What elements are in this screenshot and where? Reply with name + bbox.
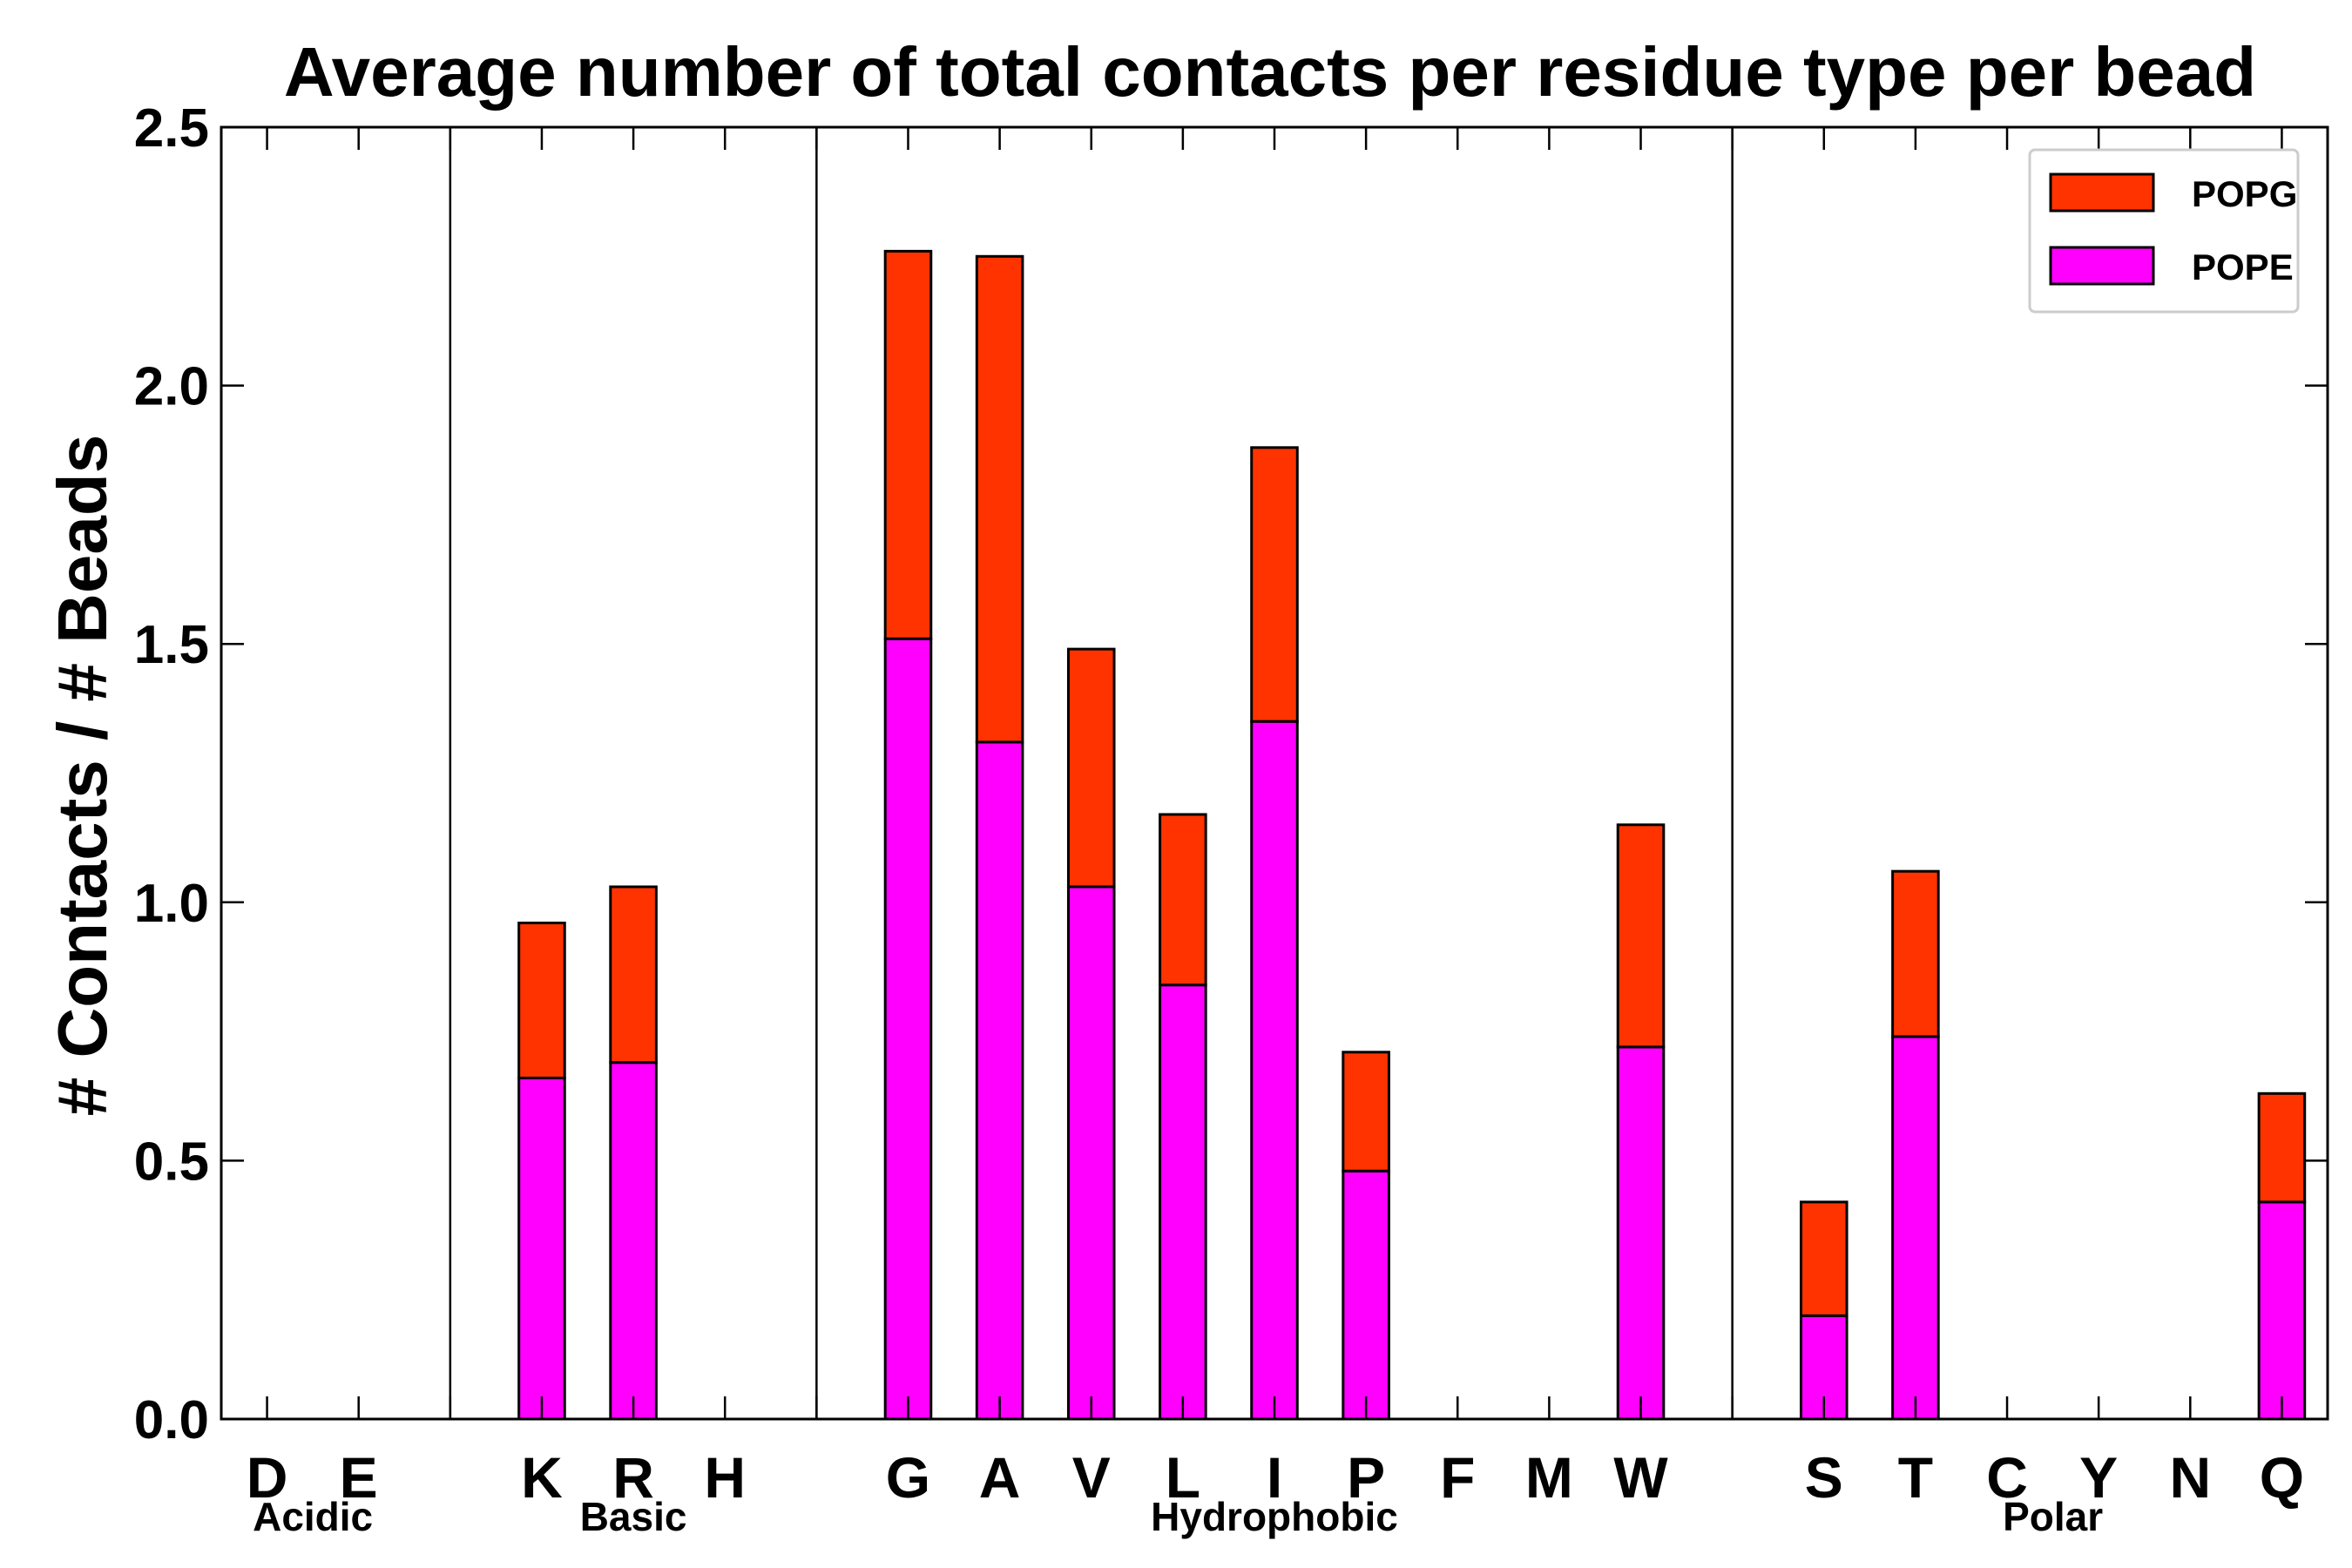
bar-pope-g — [883, 637, 933, 1421]
x-tick-label-c: C — [1986, 1445, 2028, 1510]
x-tick-label-y: Y — [2079, 1445, 2118, 1510]
y-tick-label: 1.0 — [134, 874, 209, 934]
x-tick-label-g: G — [886, 1445, 930, 1510]
bar-pope-l — [1159, 983, 1207, 1421]
legend: POPG POPE — [2028, 148, 2300, 314]
x-tick-label-k: K — [521, 1445, 563, 1510]
axes-layer: 0.0 0.5 1.0 1.5 2.0 2.5 D E K R H G A V L I P F M W S T C Y N Q Ac… — [134, 98, 2328, 1539]
bar-popg-g — [883, 249, 933, 640]
bar-popg-w — [1616, 823, 1666, 1049]
x-tick-label-t: T — [1898, 1445, 1933, 1510]
legend-swatch-popg — [2049, 172, 2155, 213]
bar-popg-s — [1800, 1200, 1848, 1317]
x-tick-label-i: I — [1267, 1445, 1282, 1510]
bar-pope-t — [1891, 1035, 1940, 1421]
bar-popg-l — [1159, 813, 1207, 987]
x-tick-label-m: M — [1525, 1445, 1573, 1510]
chart-title: Average number of total contacts per res… — [284, 33, 2256, 111]
bar-pope-k — [517, 1076, 566, 1421]
x-tick-label-n: N — [2169, 1445, 2211, 1510]
bar-popg-a — [975, 254, 1024, 744]
bar-popg-r — [609, 885, 658, 1064]
group-label-hydrophobic: Hydrophobic — [1151, 1494, 1398, 1539]
bar-pope-w — [1616, 1045, 1666, 1421]
bar-pope-v — [1066, 885, 1116, 1421]
x-tick-label-h: H — [704, 1445, 746, 1510]
x-tick-label-e: E — [340, 1445, 378, 1510]
bar-popg-i — [1250, 446, 1299, 723]
x-tick-label-s: S — [1805, 1445, 1843, 1510]
bar-pope-a — [975, 740, 1024, 1421]
x-tick-label-r: R — [612, 1445, 654, 1510]
bar-pope-p — [1342, 1169, 1390, 1421]
legend-label-pope: POPE — [2192, 247, 2294, 287]
bar-popg-t — [1891, 869, 1940, 1038]
y-tick-label: 0.5 — [134, 1132, 209, 1192]
bar-popg-p — [1342, 1051, 1390, 1173]
bars-layer — [517, 249, 2307, 1421]
group-label-polar: Polar — [2003, 1494, 2103, 1539]
group-label-acidic: Acidic — [253, 1494, 373, 1539]
bar-pope-q — [2257, 1200, 2307, 1421]
bar-pope-i — [1250, 720, 1299, 1421]
y-axis-label: # Contacts / # Beads — [44, 435, 121, 1117]
group-label-basic: Basic — [580, 1494, 687, 1539]
x-tick-label-f: F — [1440, 1445, 1475, 1510]
x-tick-label-d: D — [247, 1445, 288, 1510]
x-tick-label-v: V — [1072, 1445, 1111, 1510]
x-tick-label-l: L — [1166, 1445, 1200, 1510]
y-tick-label: 0.0 — [134, 1390, 209, 1450]
bar-pope-r — [609, 1061, 658, 1421]
x-tick-label-w: W — [1613, 1445, 1668, 1510]
bar-popg-v — [1066, 647, 1116, 889]
x-tick-label-a: A — [979, 1445, 1021, 1510]
x-tick-label-q: Q — [2260, 1445, 2304, 1510]
x-tick-label-p: P — [1347, 1445, 1385, 1510]
y-tick-label: 2.5 — [134, 98, 209, 159]
bar-popg-q — [2257, 1092, 2307, 1204]
y-tick-label: 2.0 — [134, 357, 209, 417]
y-tick-label: 1.5 — [134, 615, 209, 675]
bar-popg-k — [517, 922, 566, 1079]
divider-layer — [449, 127, 1734, 1419]
legend-swatch-pope — [2049, 246, 2155, 286]
legend-label-popg: POPG — [2192, 173, 2297, 214]
